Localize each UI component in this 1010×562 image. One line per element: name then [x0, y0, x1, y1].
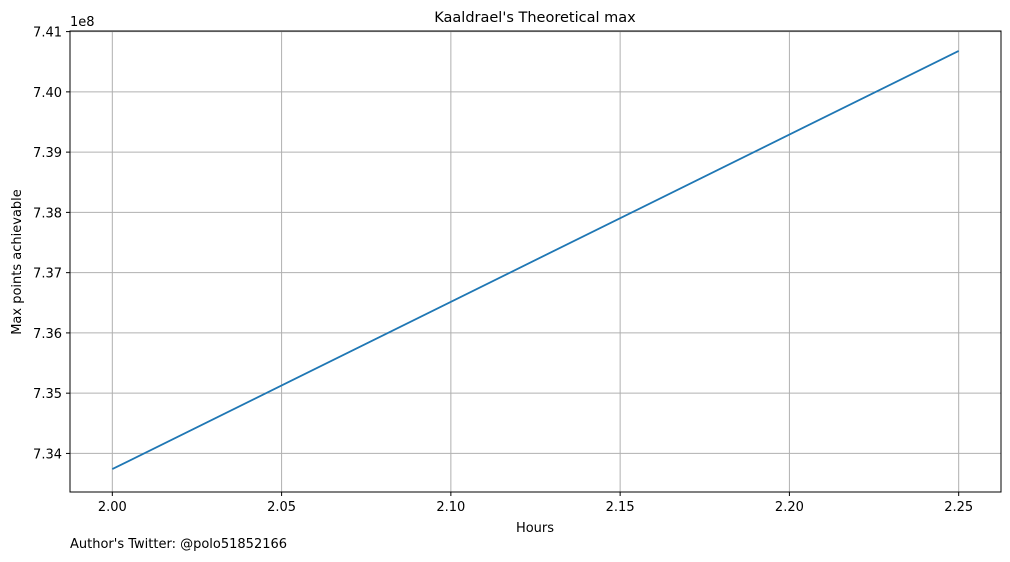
y-tick-label: 7.34 — [33, 447, 62, 462]
y-tick-label: 7.36 — [33, 327, 62, 342]
series-layer — [111, 50, 960, 470]
chart-title: Kaaldrael's Theoretical max — [434, 10, 636, 26]
y-tick-label: 7.40 — [33, 86, 62, 101]
x-tick-label: 2.25 — [944, 500, 973, 515]
y-tick-label: 7.35 — [33, 387, 62, 402]
author-twitter-footnote: Author's Twitter: @polo51852166 — [70, 537, 288, 552]
y-tick-label: 7.41 — [33, 26, 62, 41]
x-tick-label: 2.20 — [775, 500, 804, 515]
y-axis-label: Max points achievable — [10, 189, 25, 335]
x-tick-label: 2.10 — [436, 500, 465, 515]
y-axis-offset-label: 1e8 — [70, 15, 95, 30]
grid-layer — [70, 31, 1001, 492]
x-tick-label: 2.00 — [98, 500, 127, 515]
y-tick-label: 7.38 — [33, 206, 62, 221]
plot-frame — [69, 30, 1002, 493]
series-line — [111, 50, 960, 470]
y-tick-label: 7.39 — [33, 146, 62, 161]
tick-layer: 2.00 2.05 2.10 2.15 2.20 2.25 7.34 7.35 7.36 7.37… — [33, 26, 973, 515]
x-tick-label: 2.05 — [267, 500, 296, 515]
x-axis-label: Hours — [516, 521, 554, 536]
y-tick-label: 7.37 — [33, 267, 62, 282]
x-tick-label: 2.15 — [606, 500, 635, 515]
